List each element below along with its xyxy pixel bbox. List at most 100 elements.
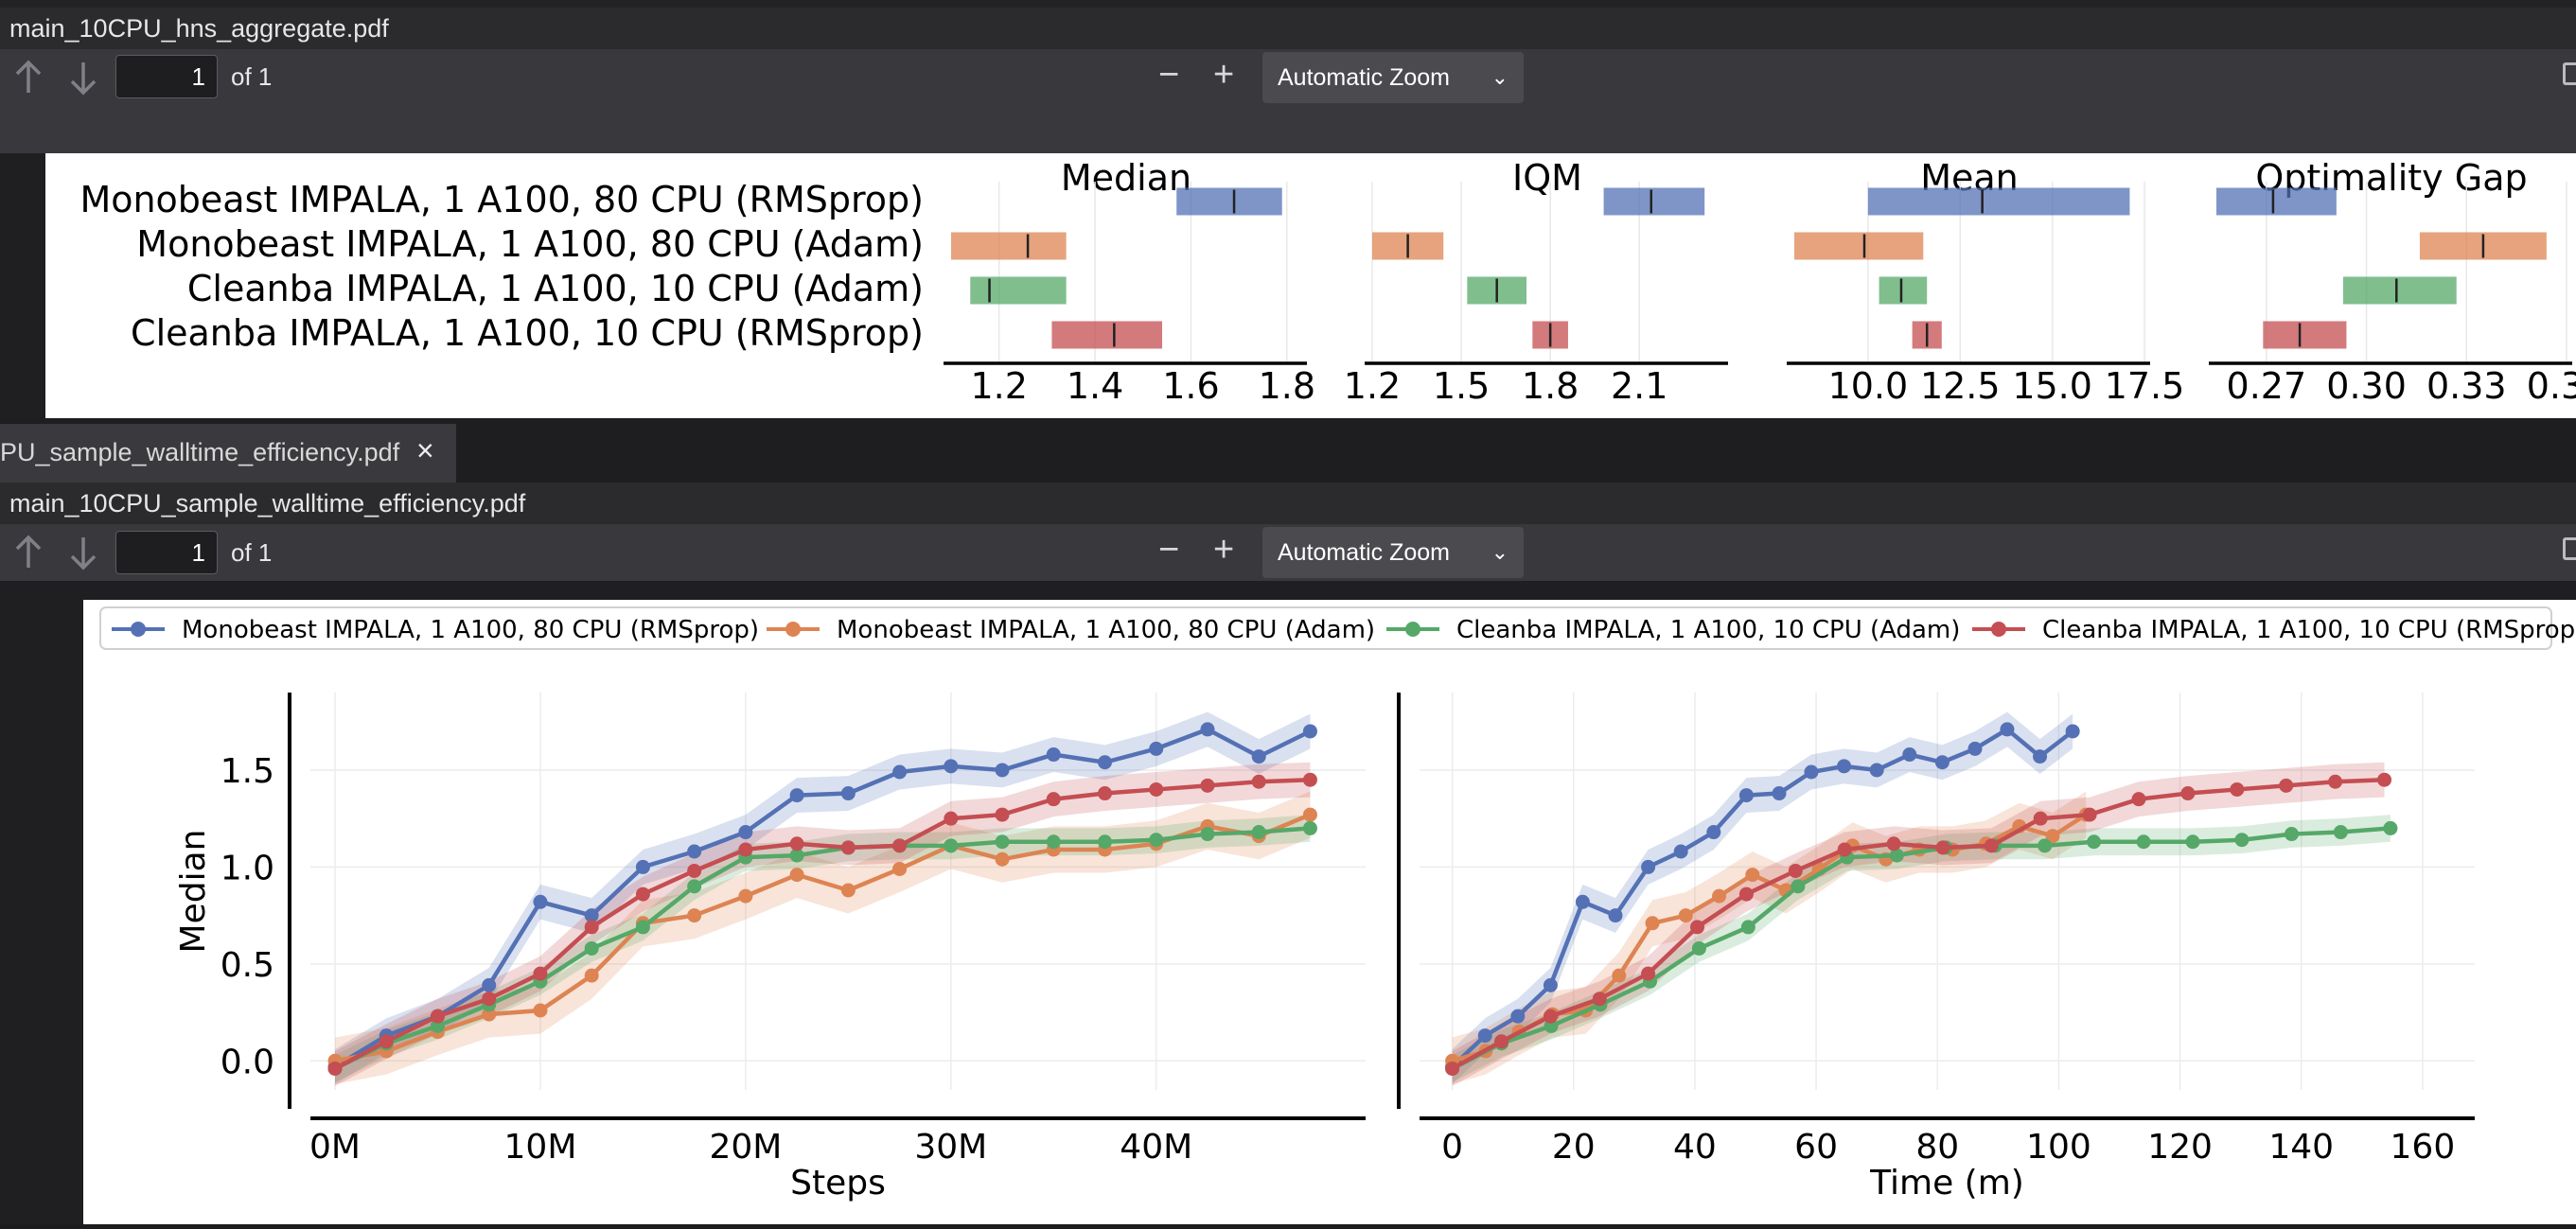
data-point (1791, 879, 1806, 894)
x-tick-label: 1.5 (1433, 365, 1490, 407)
metric-title: IQM (1512, 157, 1582, 199)
data-point (1738, 887, 1754, 902)
x-tick-label: 40 (1673, 1128, 1717, 1167)
x-tick-label: 0M (309, 1128, 361, 1167)
interval-bar (970, 276, 1067, 305)
confidence-band (1452, 711, 2073, 1084)
data-point (2333, 825, 2348, 840)
data-point (1575, 894, 1590, 909)
minus-icon[interactable]: − (1158, 530, 1180, 570)
data-point (1641, 966, 1656, 981)
plus-icon[interactable]: + (1213, 530, 1235, 570)
viewer2-page-input[interactable]: 1 (115, 531, 218, 574)
data-point (1098, 834, 1113, 850)
data-point (687, 879, 702, 894)
x-tick-label: 60 (1794, 1128, 1838, 1167)
legend-box (99, 606, 2552, 650)
confidence-band (335, 815, 1311, 1082)
series-line (334, 826, 1311, 1071)
interval-bar (2216, 187, 2337, 216)
data-point (1673, 844, 1688, 859)
viewer2-filename: main_10CPU_sample_walltime_efficiency.pd… (9, 489, 526, 518)
y-tick-label: 0.5 (221, 946, 274, 985)
x-axis-label: Steps (790, 1164, 886, 1203)
x-tick-label: 1.8 (1259, 365, 1315, 407)
confidence-band (1452, 762, 2385, 1086)
viewer2-page-count: of 1 (231, 538, 273, 567)
metric-title: Median (1061, 157, 1191, 199)
viewer2-toolbar: 1 of 1 − + Automatic Zoom ⌄ (0, 524, 2576, 582)
minus-icon[interactable]: − (1158, 55, 1180, 95)
data-point (840, 840, 856, 855)
x-tick-label: 10.0 (1828, 365, 1909, 407)
x-tick-label: 160 (2391, 1128, 2456, 1167)
interval-bar (1176, 187, 1282, 216)
data-point (1740, 920, 1756, 935)
data-point (379, 1034, 394, 1049)
data-point (1837, 842, 1852, 857)
legend-marker (1405, 622, 1420, 637)
legend-marker (785, 622, 801, 637)
data-point (1788, 863, 1803, 878)
data-point (635, 887, 650, 902)
viewer2-zoom-select[interactable]: Automatic Zoom ⌄ (1262, 527, 1524, 578)
data-point (892, 838, 908, 853)
viewer1-zoom-select[interactable]: Automatic Zoom ⌄ (1262, 52, 1524, 103)
data-point (2180, 786, 2196, 801)
data-point (840, 786, 856, 801)
confidence-band (1452, 791, 2087, 1084)
method-label: Monobeast IMPALA, 1 A100, 80 CPU (Adam) (136, 223, 924, 265)
x-tick-label: 2.1 (1611, 365, 1667, 407)
x-tick-label: 120 (2147, 1128, 2213, 1167)
data-point (1738, 788, 1754, 803)
data-point (1706, 825, 1721, 840)
series-line (334, 812, 1312, 1063)
data-point (1046, 834, 1061, 850)
data-point (1689, 920, 1704, 935)
data-point (687, 908, 702, 923)
viewer1-page-count: of 1 (231, 62, 273, 91)
viewer2-filename-bar: main_10CPU_sample_walltime_efficiency.pd… (0, 483, 2576, 524)
arrow-down-icon[interactable] (66, 534, 100, 578)
data-point (584, 920, 599, 935)
viewer1-page-input[interactable]: 1 (115, 55, 218, 98)
confidence-band (335, 762, 1311, 1086)
aggregate-chart: Monobeast IMPALA, 1 A100, 80 CPU (RMSpro… (79, 157, 2576, 407)
data-point (2065, 724, 2080, 739)
arrow-up-icon[interactable] (11, 59, 45, 103)
close-icon[interactable]: × (416, 433, 434, 467)
method-label: Cleanba IMPALA, 1 A100, 10 CPU (Adam) (187, 268, 924, 309)
data-point (533, 1003, 548, 1018)
interval-bar (1051, 321, 1163, 349)
method-label: Monobeast IMPALA, 1 A100, 80 CPU (RMSpro… (79, 179, 924, 220)
x-tick-label: 140 (2268, 1128, 2334, 1167)
data-point (2383, 820, 2398, 835)
data-point (1712, 888, 1727, 904)
data-point (2033, 811, 2048, 826)
x-tick-label: 0.33 (2426, 365, 2507, 407)
chevron-down-icon: ⌄ (1491, 65, 1509, 89)
series-line (1451, 826, 2391, 1071)
viewer2-page: Monobeast IMPALA, 1 A100, 80 CPU (RMSpro… (83, 600, 2576, 1224)
data-point (533, 966, 548, 981)
arrow-down-icon[interactable] (66, 59, 100, 103)
data-point (2082, 807, 2097, 822)
data-point (1302, 724, 1317, 739)
plus-icon[interactable]: + (1213, 55, 1235, 95)
sidebar-toggle-icon[interactable] (2563, 62, 2576, 85)
x-tick-label: 20M (709, 1128, 782, 1167)
tab-walltime[interactable]: PU_sample_walltime_efficiency.pdf × (0, 424, 456, 483)
data-point (1935, 840, 1950, 855)
legend-marker (131, 622, 146, 637)
x-tick-label: 12.5 (1920, 365, 2001, 407)
data-point (687, 863, 702, 878)
sidebar-toggle-icon[interactable] (2563, 537, 2576, 560)
data-point (2279, 778, 2294, 793)
interval-bar (951, 232, 1067, 260)
data-point (482, 992, 497, 1007)
data-point (1445, 1061, 1460, 1076)
data-point (1612, 968, 1627, 983)
data-point (1608, 908, 1623, 923)
data-point (1886, 836, 1901, 852)
arrow-up-icon[interactable] (11, 534, 45, 578)
